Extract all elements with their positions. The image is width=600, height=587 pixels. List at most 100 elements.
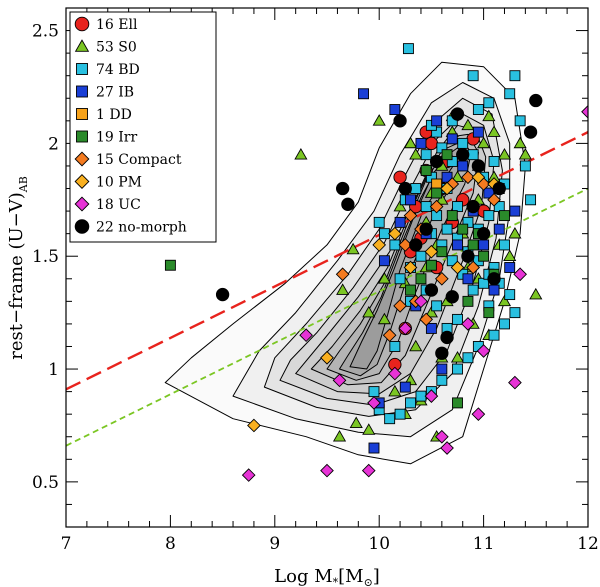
data-point — [478, 277, 490, 289]
data-point — [215, 287, 230, 302]
legend-entry: 18 UC — [96, 197, 141, 213]
legend-entry: 16 Ell — [96, 17, 138, 33]
data-point — [349, 416, 363, 428]
data-point — [457, 223, 469, 235]
data-point — [436, 246, 448, 258]
data-point — [362, 305, 376, 318]
data-point — [341, 197, 355, 211]
y-tick-label: 2 — [48, 134, 59, 154]
data-point — [393, 199, 407, 212]
data-point — [523, 125, 538, 139]
x-tick-label: 10 — [368, 534, 390, 554]
data-point — [467, 149, 479, 161]
x-tick-label: 8 — [165, 534, 176, 554]
data-point — [424, 283, 439, 297]
data-point — [518, 147, 532, 160]
data-point — [388, 226, 402, 241]
data-point — [483, 210, 495, 222]
plot-frame — [65, 7, 589, 528]
x-tick-label: 11 — [473, 534, 495, 554]
data-point — [425, 259, 437, 271]
data-point — [476, 227, 491, 241]
data-point — [452, 397, 463, 409]
y-tick-label: 1 — [48, 360, 59, 380]
series-7 — [247, 170, 501, 433]
data-point — [403, 136, 418, 149]
series-6 — [335, 170, 501, 343]
data-point — [424, 305, 438, 318]
legend-entry: 22 no-morph — [96, 220, 187, 236]
data-point — [446, 255, 458, 267]
data-point — [504, 262, 516, 273]
data-point — [435, 193, 449, 205]
data-point — [393, 114, 407, 128]
legend-entry: 53 S0 — [96, 40, 137, 56]
data-point — [431, 300, 443, 312]
data-point — [372, 114, 386, 126]
data-point — [431, 178, 443, 190]
axes: 7 8 9 10 11 12 0.5 1 1.5 2 2.5 — [32, 7, 599, 554]
data-point — [399, 381, 411, 393]
data-point — [513, 136, 527, 149]
data-point — [457, 137, 469, 149]
y-tick-label: 1.5 — [32, 247, 59, 267]
x-tick-label: 9 — [269, 534, 280, 554]
data-point — [394, 408, 406, 420]
data-point — [487, 192, 501, 207]
x-axis-title: Log M*[M⊙] — [274, 566, 380, 587]
data-point — [471, 159, 486, 173]
data-point — [405, 397, 416, 409]
data-point — [450, 170, 465, 183]
data-point — [389, 239, 401, 251]
data-point — [450, 351, 465, 363]
legend-marker — [76, 85, 88, 98]
legend-box — [69, 11, 217, 243]
legend-marker — [74, 174, 90, 189]
data-point — [503, 249, 517, 262]
data-point — [425, 322, 437, 334]
data-point — [320, 350, 334, 365]
data-point — [513, 267, 527, 282]
data-points — [164, 43, 588, 482]
data-point — [441, 149, 453, 161]
data-point — [405, 284, 416, 296]
data-point — [420, 149, 432, 161]
data-point — [368, 442, 380, 454]
data-point — [488, 329, 500, 341]
legend-marker — [74, 16, 90, 32]
legend-entry: 1 DD — [96, 107, 132, 123]
data-point — [431, 115, 443, 127]
data-point — [467, 239, 479, 251]
data-point — [450, 107, 465, 121]
data-point — [368, 386, 380, 398]
data-point — [488, 284, 500, 296]
legend-entry: 19 Irr — [96, 130, 137, 146]
data-point — [409, 238, 423, 252]
legend-marker — [76, 108, 88, 120]
data-point — [509, 70, 521, 82]
data-point — [409, 147, 423, 160]
data-point — [514, 115, 526, 127]
data-point — [472, 126, 484, 138]
data-point — [420, 165, 432, 176]
data-point — [346, 242, 360, 255]
legend-entry: 15 Compact — [96, 152, 182, 168]
legend-entry: 10 PM — [96, 175, 142, 191]
data-point — [415, 250, 427, 262]
data-point — [525, 194, 537, 206]
data-point — [299, 328, 313, 343]
data-point — [420, 201, 432, 213]
data-point — [492, 181, 506, 196]
data-point — [336, 181, 350, 196]
data-point — [467, 70, 479, 82]
data-point — [497, 294, 512, 307]
data-point — [452, 239, 463, 251]
data-point — [402, 43, 414, 55]
data-point — [581, 104, 588, 119]
data-point — [435, 429, 449, 444]
x-tick-label: 7 — [61, 534, 72, 554]
data-point — [431, 187, 443, 199]
data-point — [398, 321, 413, 336]
data-point — [529, 93, 543, 108]
data-point — [378, 228, 390, 240]
